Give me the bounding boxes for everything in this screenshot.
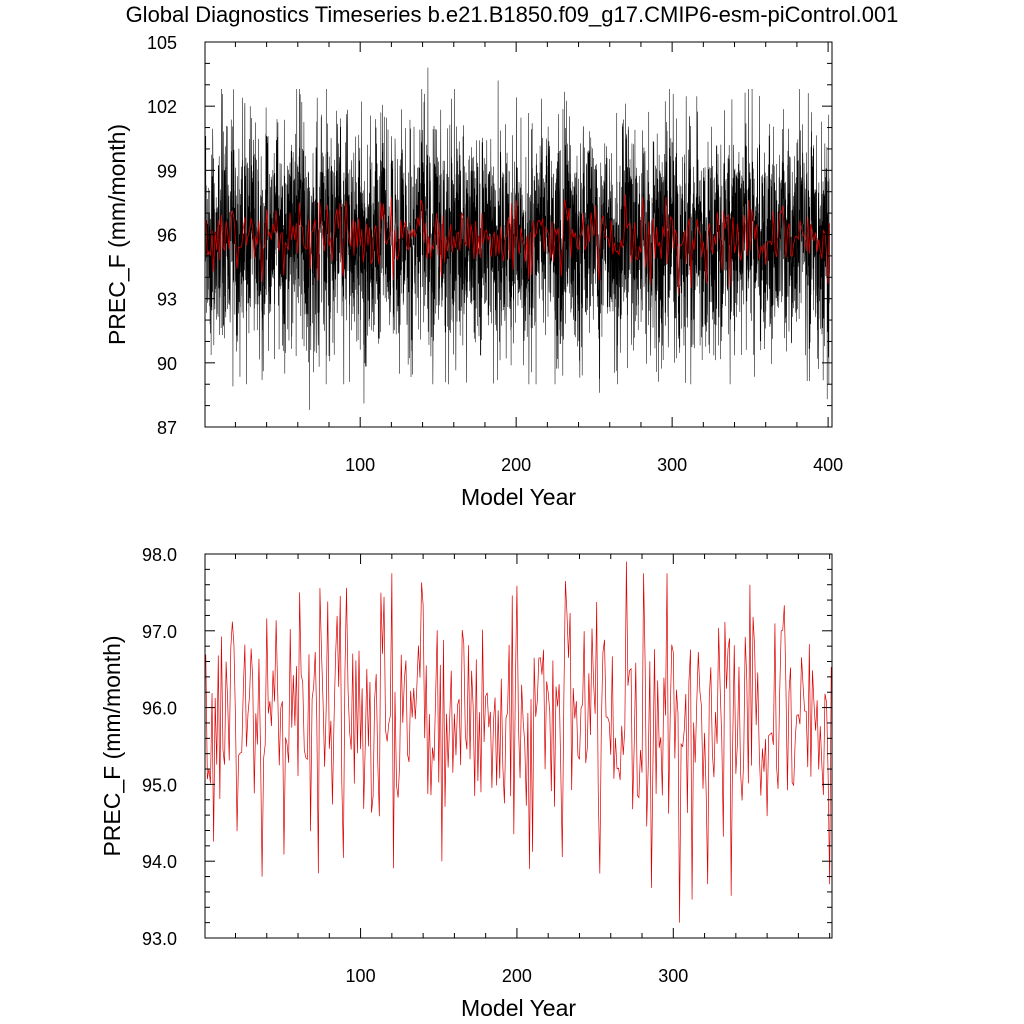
y-tick-label: 96.0: [142, 699, 177, 719]
y-tick-label: 98.0: [142, 545, 177, 565]
plot-frame-bottom: [204, 553, 833, 939]
y-tick-label: 99: [157, 161, 177, 181]
y-tick-label: 97.0: [142, 622, 177, 642]
y-axis-label-top: PREC_F (mm/month): [104, 124, 130, 345]
x-tick-label: 400: [813, 455, 843, 475]
annual-line: [205, 561, 832, 923]
x-tick-label: 300: [658, 966, 688, 986]
annual-series-overlay: [205, 193, 831, 295]
x-tick-label: 100: [345, 455, 375, 475]
figure-title: Global Diagnostics Timeseries b.e21.B185…: [125, 2, 899, 27]
x-tick-label: 200: [501, 455, 531, 475]
x-axis-label-top: Model Year: [461, 484, 576, 510]
y-tick-label: 105: [147, 33, 177, 53]
y-tick-label: 102: [147, 97, 177, 117]
annual-series: [205, 561, 832, 923]
x-tick-label: 300: [657, 455, 687, 475]
y-tick-label: 90: [157, 354, 177, 374]
annual-line: [205, 193, 831, 295]
y-tick-label: 96: [157, 226, 177, 246]
x-tick-label: 100: [346, 966, 376, 986]
panel-bottom: 100 200 300 93.0 94.0 95.0 96.0 97.0 98.0 Model …: [99, 545, 833, 1021]
y-tick-label: 94.0: [142, 852, 177, 872]
axes-bottom: 100 200 300 93.0 94.0 95.0 96.0 97.0 98.0: [142, 545, 832, 986]
monthly-series: [205, 67, 830, 410]
y-tick-label: 93.0: [142, 929, 177, 949]
y-tick-label: 93: [157, 290, 177, 310]
axes-top: 100 200 300 400 87 90 93 96 99 102 105: [147, 33, 843, 475]
y-tick-label: 87: [157, 418, 177, 438]
y-axis-label-bottom: PREC_F (mm/month): [99, 635, 125, 856]
x-tick-label: 200: [502, 966, 532, 986]
x-axis-label-bottom: Model Year: [461, 995, 576, 1021]
y-tick-label: 95.0: [142, 775, 177, 795]
monthly-line: [205, 67, 830, 410]
